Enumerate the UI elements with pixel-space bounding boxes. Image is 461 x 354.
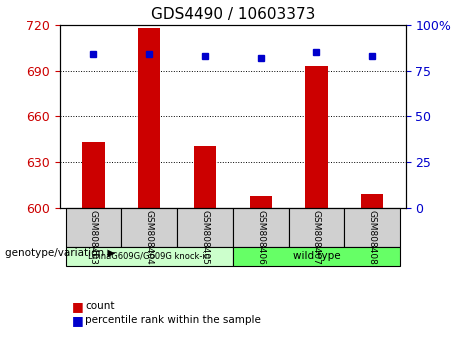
Text: ■: ■ [71,314,83,327]
Text: count: count [85,301,115,311]
Bar [194,145,216,208]
Bar [361,194,384,208]
Text: genotype/variation ▶: genotype/variation ▶ [5,248,115,258]
FancyBboxPatch shape [65,247,233,266]
Text: wild type: wild type [293,251,340,261]
Text: LmnaG609G/G609G knock-in: LmnaG609G/G609G knock-in [88,252,210,261]
FancyBboxPatch shape [233,247,400,266]
Text: GSM808407: GSM808407 [312,210,321,265]
Title: GDS4490 / 10603373: GDS4490 / 10603373 [151,7,315,22]
Bar [249,196,272,208]
Text: GSM808406: GSM808406 [256,210,265,265]
Bar [138,28,160,208]
Text: GSM808408: GSM808408 [368,210,377,265]
Text: ■: ■ [71,300,83,313]
FancyBboxPatch shape [65,208,121,247]
FancyBboxPatch shape [233,208,289,247]
FancyBboxPatch shape [344,208,400,247]
Text: GSM808405: GSM808405 [201,210,209,265]
Text: GSM808403: GSM808403 [89,210,98,265]
FancyBboxPatch shape [177,208,233,247]
Bar [305,66,328,208]
Text: percentile rank within the sample: percentile rank within the sample [85,315,261,325]
Bar [82,142,105,208]
FancyBboxPatch shape [289,208,344,247]
Text: GSM808404: GSM808404 [145,210,154,265]
FancyBboxPatch shape [121,208,177,247]
